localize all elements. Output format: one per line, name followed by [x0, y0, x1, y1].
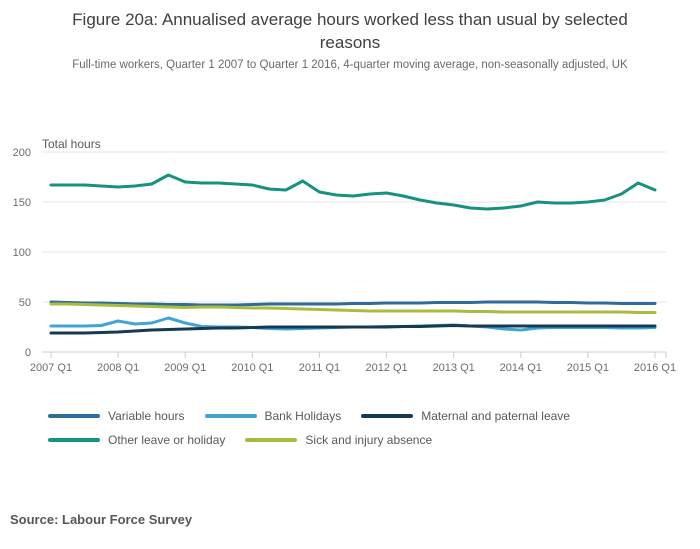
y-tick-label: 200	[13, 147, 31, 159]
chart-title: Figure 20a: Annualised average hours wor…	[72, 10, 628, 53]
source-note: Source: Labour Force Survey	[10, 512, 193, 527]
y-tick-label: 0	[25, 347, 31, 359]
series-line-maternal-and-paternal-leave	[49, 324, 657, 335]
legend-swatch	[48, 414, 100, 418]
plot-area: 0 50 100 150 200 2007 Q1 2008 Q1 2009 Q1 2010 Q1…	[0, 130, 700, 390]
x-tick-label: 2014 Q1	[500, 362, 542, 374]
legend-row: Other leave or holiday Sick and injury ab…	[48, 428, 690, 452]
x-tick-label: 2016 Q1	[634, 362, 676, 374]
x-tick-label: 2010 Q1	[231, 362, 273, 374]
plot-svg: 0 50 100 150 200 2007 Q1 2008 Q1 2009 Q1 2010 Q1…	[13, 137, 676, 374]
series-line-sick-and-injury-absence	[49, 302, 657, 314]
x-tick-label: 2008 Q1	[97, 362, 139, 374]
x-tick-label: 2011 Q1	[299, 362, 340, 374]
x-tick-label: 2013 Q1	[433, 362, 475, 374]
legend: Variable hours Bank Holidays Maternal and …	[48, 404, 690, 452]
y-tick-label: 150	[13, 197, 31, 209]
x-tick-label: 2015 Q1	[567, 362, 609, 374]
series-line-variable-hours	[49, 300, 657, 307]
legend-label: Other leave or holiday	[108, 433, 226, 447]
legend-item-sick-and-injury-absence[interactable]: Sick and injury absence	[245, 433, 432, 447]
legend-swatch	[204, 414, 257, 418]
legend-item-bank-holidays[interactable]: Bank Holidays	[204, 409, 342, 423]
legend-row: Variable hours Bank Holidays Maternal and …	[48, 404, 690, 428]
x-tick-label: 2012 Q1	[365, 362, 407, 374]
y-axis-title: Total hours	[42, 137, 101, 151]
legend-label: Bank Holidays	[264, 409, 342, 423]
y-tick-label: 50	[19, 297, 31, 309]
series-line-other-leave-or-holiday	[49, 173, 657, 211]
x-tick-label: 2007 Q1	[30, 362, 72, 374]
legend-swatch	[245, 438, 298, 442]
legend-swatch	[48, 438, 100, 442]
legend-swatch	[361, 414, 414, 418]
chart-subtitle: Full-time workers, Quarter 1 2007 to Qua…	[72, 59, 628, 71]
legend-item-variable-hours[interactable]: Variable hours	[48, 409, 185, 423]
legend-label: Maternal and paternal leave	[421, 409, 570, 423]
y-tick-label: 100	[13, 247, 31, 259]
legend-item-other-leave-or-holiday[interactable]: Other leave or holiday	[48, 433, 225, 447]
legend-label: Variable hours	[108, 409, 185, 423]
legend-item-maternal-and-paternal-leave[interactable]: Maternal and paternal leave	[361, 409, 570, 423]
x-tick-label: 2009 Q1	[164, 362, 206, 374]
legend-label: Sick and injury absence	[305, 433, 433, 447]
